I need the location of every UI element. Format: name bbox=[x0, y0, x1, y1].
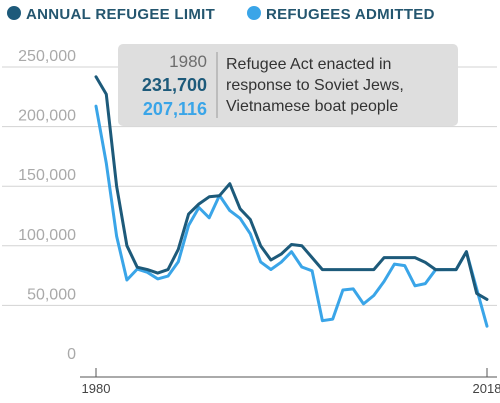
legend-marker-admitted bbox=[247, 6, 261, 20]
x-tick-label: 1980 bbox=[82, 381, 111, 396]
series-line-admitted bbox=[94, 104, 489, 328]
series-lines bbox=[94, 75, 489, 328]
legend: ANNUAL REFUGEE LIMIT REFUGEES ADMITTED bbox=[7, 6, 435, 23]
annotation-year: 1980 bbox=[169, 52, 207, 71]
annotation-admitted-value: 207,116 bbox=[143, 99, 207, 119]
x-tick-label: 2018 bbox=[473, 381, 500, 396]
y-tick-label: 250,000 bbox=[18, 48, 76, 65]
annotation-note-line-1: Refugee Act enacted in bbox=[226, 56, 391, 73]
x-axis: 1980 2018 bbox=[80, 368, 500, 396]
annotation-note-line-3: Vietnamese boat people bbox=[226, 98, 398, 115]
y-tick-label: 150,000 bbox=[18, 167, 76, 184]
y-tick-label: 0 bbox=[67, 346, 76, 363]
legend-label-limit: ANNUAL REFUGEE LIMIT bbox=[26, 6, 215, 23]
annotation-callout: 1980 231,700 207,116 Refugee Act enacted… bbox=[118, 44, 458, 126]
y-tick-label: 200,000 bbox=[18, 108, 76, 125]
legend-label-admitted: REFUGEES ADMITTED bbox=[266, 6, 435, 23]
annotation-box bbox=[118, 44, 458, 126]
y-tick-label: 50,000 bbox=[27, 286, 76, 303]
series-line-limit bbox=[94, 75, 489, 301]
legend-marker-limit bbox=[7, 6, 21, 20]
annotation-limit-value: 231,700 bbox=[142, 75, 207, 95]
annotation-note-line-2: response to Soviet Jews, bbox=[226, 77, 404, 94]
y-tick-label: 100,000 bbox=[18, 227, 76, 244]
y-axis-ticks: 0 50,000 100,000 150,000 200,000 250,000 bbox=[18, 48, 76, 363]
